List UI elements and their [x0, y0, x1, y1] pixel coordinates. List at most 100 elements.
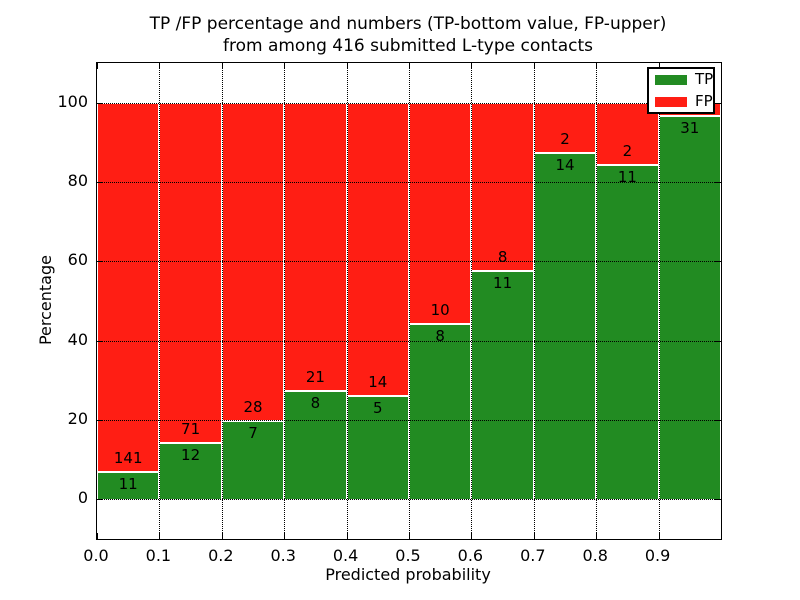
stacked-bar — [533, 102, 597, 500]
v-gridline — [284, 63, 286, 539]
v-gridline — [658, 63, 660, 539]
fp-count-label: 28 — [243, 398, 263, 416]
y-tick-label: 100 — [57, 91, 88, 111]
stacked-bar — [159, 102, 222, 500]
y-tick-right — [715, 103, 721, 104]
x-tick-label: 0.8 — [582, 546, 608, 565]
y-tick-right — [715, 420, 721, 421]
legend-item-tp: TP — [655, 72, 713, 87]
x-tick-bottom — [159, 533, 160, 539]
tp-count-label: 11 — [493, 273, 513, 292]
fp-count-label: 141 — [113, 448, 143, 467]
y-tick-right — [715, 182, 721, 183]
y-axis-label-wrap: Percentage — [34, 62, 56, 538]
y-tick-left — [97, 182, 103, 183]
x-tick-top — [409, 63, 410, 69]
y-tick-right — [715, 499, 721, 500]
bar-tp-segment — [471, 269, 534, 500]
stacked-bar — [409, 102, 472, 500]
bar-tp-segment — [533, 152, 597, 500]
bar-fp-segment — [221, 102, 285, 420]
stacked-bar — [471, 102, 534, 500]
x-tick-bottom — [596, 533, 597, 539]
x-tick-label: 0.3 — [270, 546, 296, 565]
bar-tp-segment — [159, 441, 222, 500]
y-tick-left — [97, 103, 103, 104]
x-tick-top — [471, 63, 472, 69]
tp-count-label: 31 — [680, 119, 700, 138]
x-tick-label: 0.7 — [520, 546, 546, 565]
v-gridline — [471, 63, 473, 539]
fp-count-label: 10 — [430, 301, 450, 320]
bar-fp-segment — [346, 102, 409, 395]
fp-count-label: 14 — [368, 372, 388, 391]
bar-tp-segment — [596, 163, 659, 500]
x-tick-label: 0.6 — [457, 546, 484, 565]
x-tick-top — [222, 63, 223, 69]
x-axis-label: Predicted probability — [325, 565, 491, 584]
x-tick-bottom — [222, 533, 223, 539]
v-gridline — [409, 63, 410, 539]
legend-label-tp: TP — [695, 70, 714, 88]
bar-tp-segment — [658, 115, 721, 500]
stacked-bar — [596, 102, 659, 500]
bar-fp-segment — [159, 102, 222, 442]
tp-count-label: 14 — [555, 156, 575, 175]
y-tick-right — [715, 261, 721, 262]
fp-count-label: 8 — [497, 247, 508, 266]
x-tick-top — [596, 63, 597, 69]
v-gridline — [221, 63, 223, 539]
v-gridline — [159, 63, 161, 539]
chart-title: TP /FP percentage and numbers (TP-bottom… — [96, 13, 720, 57]
legend: TP FP — [647, 67, 715, 114]
fp-swatch-icon — [655, 96, 687, 107]
bar-fp-segment — [533, 102, 597, 153]
x-tick-label: 0.2 — [208, 546, 234, 565]
x-tick-bottom — [409, 533, 410, 539]
x-tick-bottom — [471, 533, 472, 539]
legend-item-fp: FP — [655, 94, 713, 109]
x-tick-top — [659, 63, 660, 69]
chart-title-line1: TP /FP percentage and numbers (TP-bottom… — [149, 14, 667, 34]
legend-label-fp: FP — [695, 92, 713, 110]
fp-count-label: 2 — [560, 130, 570, 149]
tp-count-label: 11 — [617, 167, 637, 186]
bar-fp-segment — [471, 102, 534, 270]
fp-count-label: 2 — [622, 141, 633, 160]
v-gridline — [596, 63, 598, 539]
bar-tp-segment — [284, 389, 347, 500]
tp-count-label: 5 — [373, 398, 383, 417]
x-tick-bottom — [721, 533, 722, 539]
tp-count-label: 8 — [310, 393, 321, 412]
stacked-bar — [658, 102, 721, 500]
y-tick-left — [97, 420, 103, 421]
tp-count-label: 7 — [248, 424, 258, 442]
bar-fp-segment — [409, 102, 472, 324]
y-tick-label: 80 — [67, 171, 88, 190]
stacked-bar — [97, 102, 160, 500]
bar-fp-segment — [97, 102, 160, 471]
x-tick-top — [284, 63, 285, 69]
fp-count-label: 71 — [181, 419, 201, 438]
x-tick-bottom — [347, 533, 348, 539]
y-tick-left — [97, 341, 103, 342]
chart-title-line2: from among 416 submitted L-type contacts — [222, 36, 593, 56]
y-tick-right — [715, 341, 721, 342]
x-tick-bottom — [97, 533, 98, 539]
bar-tp-segment — [97, 470, 160, 500]
y-tick-left — [97, 499, 103, 500]
x-tick-bottom — [534, 533, 535, 539]
stacked-bar — [284, 102, 347, 500]
x-tick-label: 0.1 — [145, 546, 172, 565]
x-tick-label: 0.0 — [83, 546, 109, 565]
plot-area: 141 11 71 12 28 7 21 8 14 5 10 8 8 11 2 14 2 11 31 TP FP — [96, 62, 722, 540]
tp-count-label: 11 — [118, 474, 138, 493]
stacked-bar — [221, 102, 285, 500]
tp-count-label: 12 — [181, 445, 201, 464]
x-tick-label: 0.9 — [644, 546, 671, 565]
y-tick-label: 40 — [67, 329, 88, 349]
bar-tp-segment — [346, 394, 409, 500]
bar-tp-segment — [409, 323, 472, 500]
x-tick-top — [721, 63, 722, 69]
